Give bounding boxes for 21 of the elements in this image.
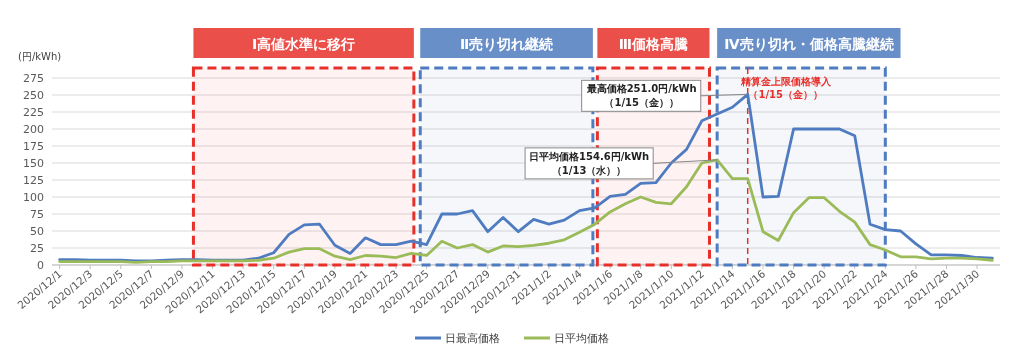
y-axis-title: (円/kWh) <box>18 51 62 62</box>
annotation: 最高価格251.0円/kWh （1/15（金）） <box>585 83 697 109</box>
band-label: Ⅳ売り切れ・価格高騰継続 <box>724 36 894 52</box>
band-label: Ⅲ価格高騰 <box>618 36 689 52</box>
y-tick-label: 275 <box>23 72 44 85</box>
y-tick-label: 50 <box>30 225 44 238</box>
y-tick-label: 125 <box>23 174 44 187</box>
legend-label: 日平均価格 <box>554 332 609 345</box>
band-label: Ⅰ高値水準に移行 <box>252 36 356 52</box>
legend-label: 日最高価格 <box>445 332 500 345</box>
y-tick-label: 25 <box>30 242 44 255</box>
y-tick-label: 175 <box>23 140 44 153</box>
y-tick-label: 250 <box>23 89 44 102</box>
annotation: 日平均価格154.6円/kWh （1/13（水）） <box>529 150 650 176</box>
band-label: Ⅱ売り切れ継続 <box>459 36 554 52</box>
y-tick-label: 75 <box>30 208 44 221</box>
y-tick-label: 0 <box>37 259 44 272</box>
y-tick-label: 225 <box>23 106 44 119</box>
y-tick-label: 100 <box>23 191 44 204</box>
y-tick-label: 200 <box>23 123 44 136</box>
y-tick-label: 150 <box>23 157 44 170</box>
